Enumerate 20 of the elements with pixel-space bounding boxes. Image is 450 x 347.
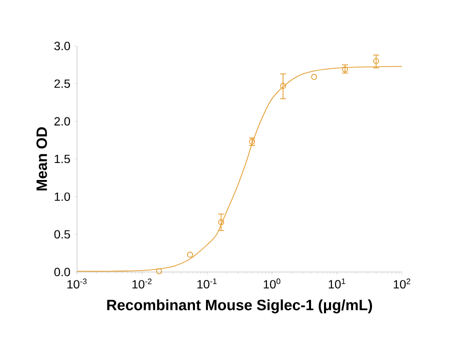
- y-axis-title: Mean OD: [36, 127, 48, 190]
- y-tick-label: 1.0: [54, 192, 70, 201]
- x-tick-label: 10$^{1}$: [328, 278, 346, 288]
- y-tick-label: 0.5: [54, 230, 70, 239]
- y-tick-label: 1.5: [54, 154, 70, 164]
- y-tick-label: 3.0: [54, 42, 70, 50]
- point: [187, 252, 194, 258]
- x-tick-label: 10$^{2}$: [394, 278, 410, 289]
- y-tick-label: 2.5: [54, 79, 70, 88]
- point: [311, 74, 318, 80]
- point: [373, 58, 380, 64]
- y-tick-label: 2.0: [54, 117, 70, 126]
- x-tick-label: 10$^{-3}$: [67, 278, 87, 289]
- x-tick-label: 10$^{-2}$: [132, 278, 152, 289]
- x-tick-label: 10$^{-1}$: [197, 278, 217, 288]
- point: [342, 66, 348, 72]
- x-tick-label: 10$^{0}$: [264, 278, 280, 289]
- x-axis-title: Recombinant Mouse Siglec-1 (μg/mL): [107, 299, 372, 314]
- y-tick-label: 0.0: [54, 268, 70, 276]
- point: [156, 268, 162, 274]
